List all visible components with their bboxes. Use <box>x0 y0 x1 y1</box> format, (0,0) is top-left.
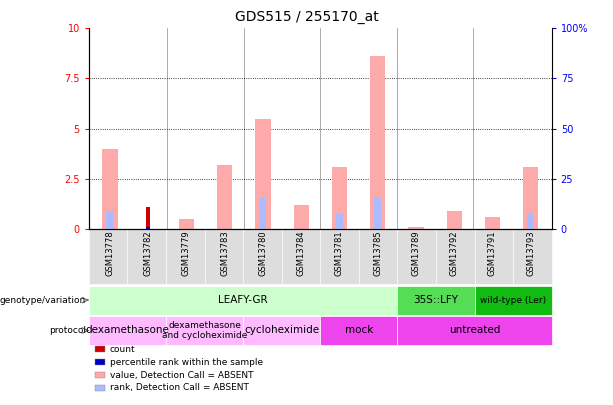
Text: rank, Detection Call = ABSENT: rank, Detection Call = ABSENT <box>110 384 249 392</box>
Bar <box>146 207 150 229</box>
Bar <box>179 219 194 229</box>
Bar <box>485 217 500 229</box>
Text: genotype/variation: genotype/variation <box>0 296 86 305</box>
Text: LEAFY-GR: LEAFY-GR <box>218 295 268 305</box>
Text: untreated: untreated <box>449 326 500 335</box>
Bar <box>527 213 534 229</box>
Bar <box>370 56 386 229</box>
Bar <box>259 198 267 229</box>
Text: dexamethasone: dexamethasone <box>86 326 169 335</box>
Text: percentile rank within the sample: percentile rank within the sample <box>110 358 263 367</box>
Text: count: count <box>110 345 135 354</box>
Text: cycloheximide: cycloheximide <box>244 326 319 335</box>
Bar <box>336 213 343 229</box>
Bar <box>523 167 538 229</box>
Bar <box>102 149 118 229</box>
Bar <box>332 167 347 229</box>
Bar <box>255 119 270 229</box>
Text: GDS515 / 255170_at: GDS515 / 255170_at <box>235 10 378 24</box>
Bar <box>107 211 113 229</box>
Bar <box>374 197 381 229</box>
Bar <box>408 227 424 229</box>
Text: mock: mock <box>345 326 373 335</box>
Bar <box>446 211 462 229</box>
Bar <box>294 205 309 229</box>
Bar <box>146 227 150 229</box>
Text: dexamethasone
and cycloheximide: dexamethasone and cycloheximide <box>162 321 247 340</box>
Bar <box>217 165 232 229</box>
Text: 35S::LFY: 35S::LFY <box>414 295 459 305</box>
Text: value, Detection Call = ABSENT: value, Detection Call = ABSENT <box>110 371 253 379</box>
Text: wild-type (Ler): wild-type (Ler) <box>480 296 546 305</box>
Text: protocol: protocol <box>49 326 86 335</box>
